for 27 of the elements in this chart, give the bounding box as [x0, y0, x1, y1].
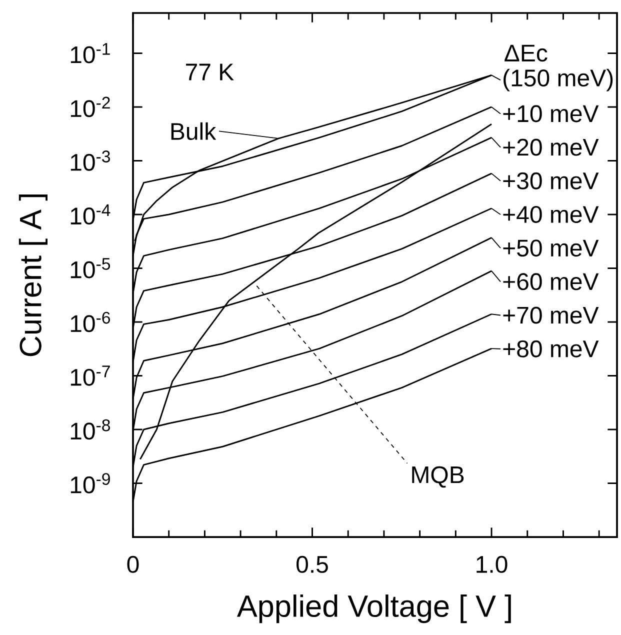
- y-tick-label: 10$^{-1}$: [70, 43, 110, 64]
- annotation: 77 K: [186, 64, 234, 80]
- y-axis-title: Current [ A ]: [18, 194, 48, 356]
- y-tick-label: 10$^{-4}$: [70, 204, 110, 225]
- x-tick-label: 0: [127, 556, 139, 573]
- y-tick-label: 10$^{-5}$: [70, 258, 110, 278]
- y-tick-label: 10$^{-7}$: [70, 366, 110, 386]
- y-tick-label: 10$^{-3}$: [70, 150, 110, 171]
- legend-label: +20 meV: [503, 138, 599, 156]
- y-tick-label: 10$^{-8}$: [70, 419, 110, 440]
- legend-label: +50 meV: [503, 240, 599, 257]
- y-tick-label: 10$^{-6}$: [70, 312, 110, 332]
- legend-label: +40 meV: [503, 206, 599, 223]
- legend-label: +70 meV: [503, 306, 599, 324]
- y-tick-label: 10$^{-2}$: [70, 96, 110, 118]
- legend-label: +60 meV: [503, 273, 599, 290]
- annotation: MQB: [412, 466, 464, 488]
- legend-label: +30 meV: [503, 172, 599, 190]
- annotation: Bulk: [171, 122, 216, 140]
- x-tick-label: 0.5: [296, 556, 328, 573]
- x-tick-label: 1.0: [476, 556, 508, 573]
- y-tick-label: 10$^{-9}$: [70, 473, 110, 494]
- x-axis-title: Applied Voltage [ V ]: [236, 594, 511, 624]
- legend-label: +80 meV: [503, 340, 599, 358]
- legend-label: (150 meV): [504, 68, 613, 92]
- legend-label: +10 meV: [503, 105, 599, 122]
- annotation: ΔEc: [504, 44, 548, 62]
